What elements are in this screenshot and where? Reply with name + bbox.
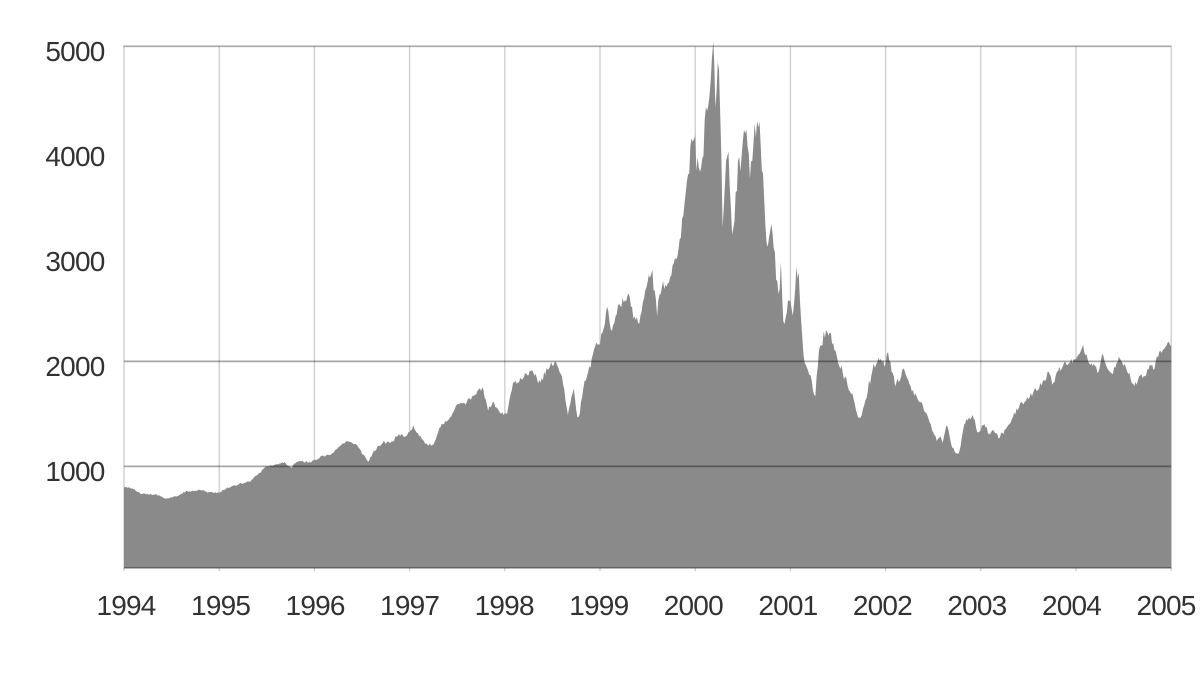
svg-text:2001: 2001 <box>758 590 817 621</box>
svg-text:1996: 1996 <box>286 590 345 621</box>
svg-text:4000: 4000 <box>45 141 104 172</box>
svg-text:2004: 2004 <box>1042 590 1101 621</box>
svg-text:2000: 2000 <box>664 590 723 621</box>
svg-text:1994: 1994 <box>96 590 155 621</box>
svg-text:5000: 5000 <box>45 36 104 67</box>
svg-text:1000: 1000 <box>45 456 104 487</box>
svg-text:1997: 1997 <box>380 590 439 621</box>
svg-text:1995: 1995 <box>191 590 250 621</box>
svg-text:1999: 1999 <box>569 590 628 621</box>
svg-text:1998: 1998 <box>475 590 534 621</box>
svg-text:3000: 3000 <box>45 246 104 277</box>
svg-text:2002: 2002 <box>853 590 912 621</box>
svg-text:2005: 2005 <box>1136 590 1195 621</box>
svg-text:2000: 2000 <box>45 351 104 382</box>
svg-text:2003: 2003 <box>947 590 1006 621</box>
